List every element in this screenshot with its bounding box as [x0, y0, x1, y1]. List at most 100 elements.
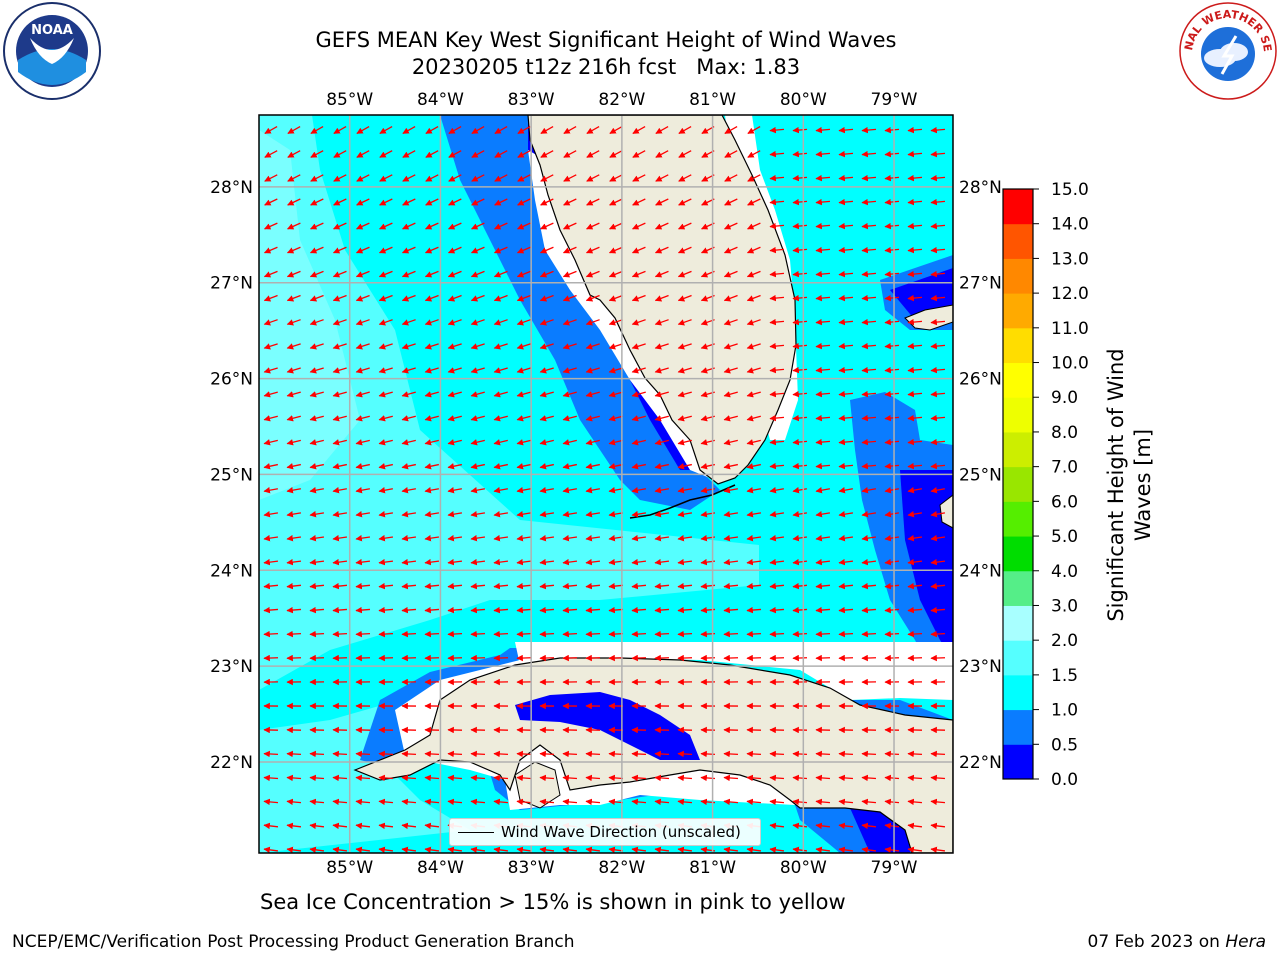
lon-label-top: 79°W — [871, 90, 918, 110]
wind-arrow — [309, 630, 325, 638]
wind-arrow — [424, 582, 440, 590]
sea-0-0.5m-bahamas — [900, 470, 953, 660]
wind-arrow — [263, 487, 278, 494]
wind-arrow — [585, 463, 600, 470]
colorbar-tick-label: 2.0 — [1051, 631, 1078, 651]
wind-arrow — [424, 487, 439, 494]
wind-arrow — [470, 439, 485, 446]
wind-arrow — [608, 270, 623, 278]
wind-arrow — [516, 294, 531, 302]
wind-arrow — [355, 630, 371, 638]
sea-0-0.5m-gb — [890, 268, 953, 320]
wind-arrow — [401, 319, 416, 326]
wind-arrow — [378, 343, 393, 350]
wind-arrow — [333, 150, 347, 158]
wind-arrow — [424, 510, 440, 518]
wind-arrow — [930, 390, 946, 398]
wind-arrow — [746, 750, 762, 758]
wind-arrow — [585, 270, 600, 278]
wind-arrow — [425, 174, 439, 182]
wind-arrow — [540, 174, 554, 182]
colorbar-segment — [1003, 536, 1033, 572]
wind-arrow — [448, 150, 462, 158]
wind-arrow — [355, 415, 370, 422]
wind-arrow — [309, 270, 324, 278]
wind-arrow — [930, 318, 946, 326]
wind-arrow — [608, 558, 624, 566]
wind-arrow — [861, 318, 877, 326]
nws-logo: NATIONAL WEATHER SERVICE — [1176, 0, 1277, 100]
wind-arrow — [309, 798, 325, 806]
wind-arrow — [379, 222, 393, 230]
wind-arrow — [907, 390, 923, 398]
wind-arrow — [310, 198, 324, 206]
colorbar-frame — [1002, 188, 1034, 780]
colorbar-tick-label: 0.0 — [1051, 770, 1078, 790]
wind-arrow — [654, 487, 669, 494]
wind-arrow — [838, 774, 854, 782]
wind-arrow — [447, 534, 463, 542]
wind-arrow — [654, 415, 669, 422]
wind-arrow — [494, 126, 508, 134]
wind-arrow — [286, 294, 301, 302]
lon-label-top: 82°W — [598, 90, 645, 110]
wind-arrow — [815, 366, 831, 374]
wind-arrow — [608, 534, 624, 542]
wind-arrow — [838, 270, 854, 278]
wind-arrow — [930, 438, 946, 446]
wind-arrow — [608, 463, 623, 470]
wind-arrow — [447, 582, 463, 590]
wind-arrow — [539, 774, 555, 782]
wind-arrow — [654, 246, 669, 254]
wind-arrow — [470, 319, 485, 326]
colorbar-tick-label: 3.0 — [1051, 596, 1078, 616]
wind-arrow — [401, 582, 417, 590]
wind-arrow — [562, 534, 578, 542]
wind-arrow — [655, 150, 669, 158]
wind-arrow — [884, 174, 900, 182]
wind-arrow — [747, 222, 761, 230]
wind-arrow — [654, 846, 670, 853]
wind-arrow — [609, 150, 623, 158]
wind-arrow — [792, 318, 808, 326]
wind-arrow — [562, 630, 578, 638]
colorbar-tick-label: 15.0 — [1051, 180, 1089, 200]
wind-arrow — [447, 463, 462, 470]
colorbar-tick-label: 9.0 — [1051, 388, 1078, 408]
wind-arrow — [424, 774, 440, 782]
wind-arrow — [632, 150, 646, 158]
wind-arrow — [654, 439, 669, 446]
wind-arrow — [838, 174, 854, 182]
wind-arrow — [378, 846, 394, 853]
colorbar-segment — [1003, 640, 1033, 676]
wind-arrow — [930, 414, 946, 422]
wind-arrow — [309, 463, 324, 470]
wind-arrow — [815, 534, 831, 542]
wind-arrow — [378, 750, 394, 758]
wind-arrow — [516, 774, 532, 782]
wind-arrow — [838, 438, 854, 446]
wind-arrow — [769, 198, 785, 206]
wind-arrow — [287, 126, 301, 134]
wind-arrow — [424, 294, 439, 302]
wind-arrow — [677, 750, 693, 758]
wind-arrow — [723, 270, 738, 278]
wind-arrow — [355, 487, 370, 494]
wind-arrow — [861, 534, 877, 542]
wind-arrow — [539, 391, 554, 398]
wind-arrow — [815, 582, 831, 590]
wind-arrow — [838, 510, 854, 518]
wind-arrow — [286, 534, 302, 542]
wind-arrow — [861, 366, 877, 374]
wind-arrow — [286, 846, 302, 853]
wind-arrow — [309, 558, 325, 566]
wind-arrow — [516, 534, 532, 542]
wind-arrow — [310, 174, 324, 182]
wind-arrow — [723, 774, 739, 782]
wind-arrow — [677, 558, 693, 566]
wind-arrow — [493, 343, 508, 350]
lat-label-right: 27°N — [959, 274, 1002, 294]
wind-arrow — [747, 126, 761, 134]
wind-arrow — [746, 846, 762, 853]
